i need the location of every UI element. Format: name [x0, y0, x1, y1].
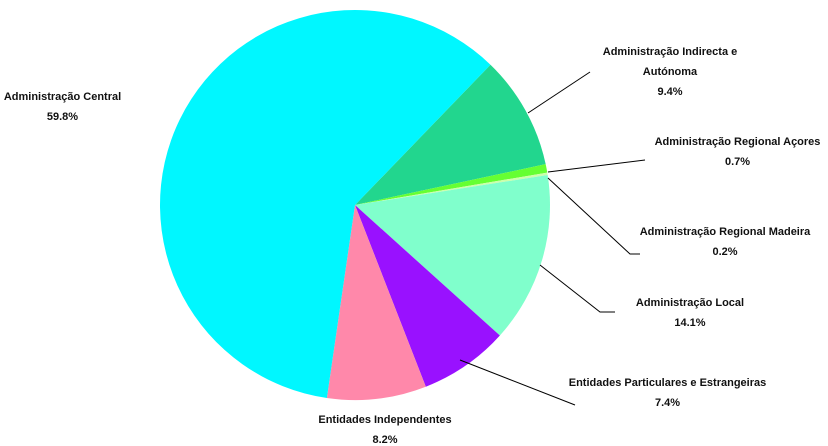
pie-slice: [160, 9, 491, 398]
value-label: 9.4%: [657, 86, 683, 98]
value-label: 7.4%: [654, 397, 681, 409]
slice-label: Administração Central 59.8%: [0, 87, 125, 127]
value-label: 0.7%: [724, 156, 751, 168]
category: Administração Regional Açores: [654, 136, 821, 148]
slice-label: Administração Regional Madeira 0.2%: [625, 222, 825, 262]
value-label: 8.2%: [372, 434, 398, 446]
slice-label: Entidades Particulares e Estrangeiras 7.4…: [565, 373, 770, 413]
pie-slice: [355, 64, 546, 206]
category: Administração Central: [3, 91, 122, 103]
leader-line: [527, 71, 591, 114]
slice-label: Entidades Independentes 8.2%: [260, 410, 510, 446]
pie-slice: [326, 205, 426, 400]
slice-label: Administração Indirecta e Autónoma 9.4%: [575, 42, 765, 102]
value-label: 14.1%: [674, 317, 706, 329]
leader-line: [459, 359, 576, 406]
slice-label: Administração Regional Açores 0.7%: [640, 132, 828, 172]
category: Administração Regional Madeira: [639, 226, 811, 238]
category: Entidades Particulares e Estrangeiras: [568, 377, 767, 389]
leader-line: [547, 159, 646, 173]
category: Entidades Independentes: [318, 414, 452, 426]
leader-line: [547, 177, 640, 255]
pie-slice: [355, 205, 500, 387]
pie-slice: [355, 175, 550, 336]
value-label: 59.8%: [46, 111, 79, 123]
pie-slice: [355, 172, 548, 205]
pie-slice: [355, 164, 548, 205]
slice-label: Administração Local 14.1%: [615, 293, 765, 333]
value-label: 0.2%: [712, 246, 738, 258]
category: Administração Indirecta e Autónoma: [602, 46, 738, 78]
category: Administração Local: [635, 297, 745, 309]
leader-line: [539, 264, 615, 313]
